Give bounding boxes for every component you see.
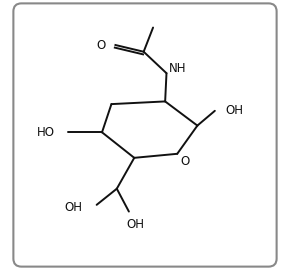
Text: HO: HO	[37, 126, 55, 139]
Text: OH: OH	[65, 201, 83, 214]
Text: OH: OH	[226, 104, 244, 117]
Text: NH: NH	[169, 62, 187, 75]
Text: O: O	[180, 155, 189, 168]
Text: O: O	[96, 39, 106, 52]
Text: OH: OH	[126, 218, 144, 231]
